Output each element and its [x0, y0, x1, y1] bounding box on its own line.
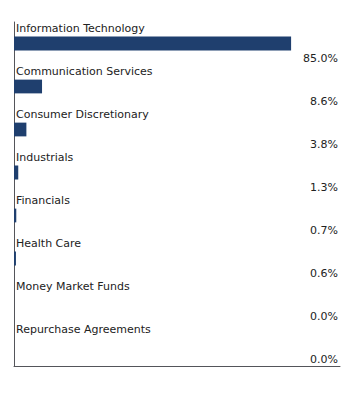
svg-text:85.0%: 85.0%	[303, 52, 338, 65]
svg-text:Repurchase Agreements: Repurchase Agreements	[16, 323, 151, 336]
svg-text:1.3%: 1.3%	[310, 181, 338, 194]
svg-text:0.0%: 0.0%	[310, 353, 338, 366]
svg-text:Health Care: Health Care	[16, 237, 81, 250]
svg-text:3.8%: 3.8%	[310, 138, 338, 151]
svg-text:0.6%: 0.6%	[310, 267, 338, 280]
svg-text:Communication Services: Communication Services	[16, 65, 153, 78]
svg-text:Consumer Discretionary: Consumer Discretionary	[16, 108, 149, 121]
svg-text:Information Technology: Information Technology	[16, 22, 145, 35]
svg-text:Money Market Funds: Money Market Funds	[16, 280, 130, 293]
svg-text:8.6%: 8.6%	[310, 95, 338, 108]
svg-text:0.0%: 0.0%	[310, 310, 338, 323]
svg-text:0.7%: 0.7%	[310, 224, 338, 237]
svg-text:Financials: Financials	[16, 194, 70, 207]
svg-text:Industrials: Industrials	[16, 151, 74, 164]
